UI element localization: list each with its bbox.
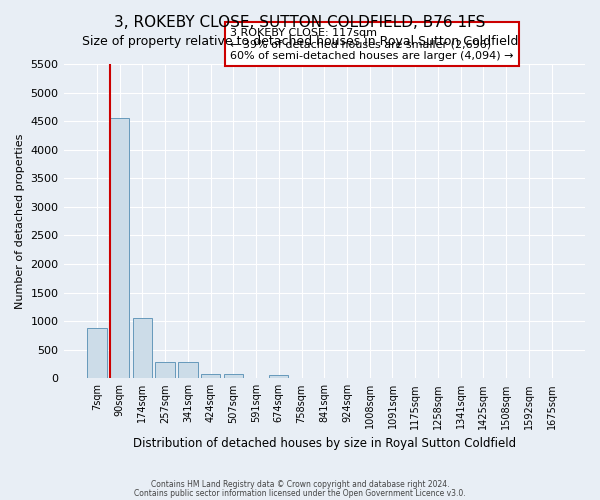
Text: 3 ROKEBY CLOSE: 117sqm
← 39% of detached houses are smaller (2,696)
60% of semi-: 3 ROKEBY CLOSE: 117sqm ← 39% of detached… xyxy=(230,28,514,61)
Text: Contains public sector information licensed under the Open Government Licence v3: Contains public sector information licen… xyxy=(134,489,466,498)
Bar xyxy=(201,374,220,378)
Bar xyxy=(269,375,289,378)
X-axis label: Distribution of detached houses by size in Royal Sutton Coldfield: Distribution of detached houses by size … xyxy=(133,437,516,450)
Bar xyxy=(155,362,175,378)
Text: 3, ROKEBY CLOSE, SUTTON COLDFIELD, B76 1FS: 3, ROKEBY CLOSE, SUTTON COLDFIELD, B76 1… xyxy=(115,15,485,30)
Bar xyxy=(224,374,243,378)
Bar xyxy=(133,318,152,378)
Text: Contains HM Land Registry data © Crown copyright and database right 2024.: Contains HM Land Registry data © Crown c… xyxy=(151,480,449,489)
Bar xyxy=(178,362,197,378)
Bar xyxy=(87,328,107,378)
Bar xyxy=(110,118,130,378)
Text: Size of property relative to detached houses in Royal Sutton Coldfield: Size of property relative to detached ho… xyxy=(82,35,518,48)
Y-axis label: Number of detached properties: Number of detached properties xyxy=(15,134,25,309)
